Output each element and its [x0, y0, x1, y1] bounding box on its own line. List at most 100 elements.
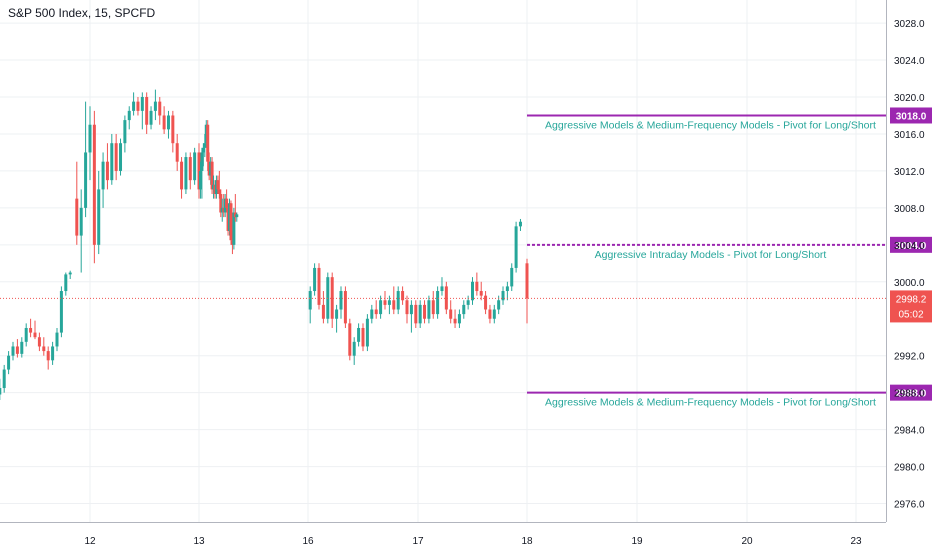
candle[interactable] — [352, 337, 356, 365]
candle[interactable] — [339, 286, 343, 319]
candle[interactable] — [457, 309, 461, 328]
candle[interactable] — [308, 286, 312, 324]
candle[interactable] — [88, 106, 92, 181]
candle[interactable] — [123, 115, 127, 153]
candle[interactable] — [64, 272, 68, 296]
candle[interactable] — [501, 286, 505, 305]
candle[interactable] — [166, 110, 170, 139]
candle[interactable] — [383, 291, 387, 310]
candle[interactable] — [55, 327, 59, 352]
candle[interactable] — [46, 346, 50, 370]
candle[interactable] — [471, 277, 474, 305]
candle[interactable] — [140, 92, 144, 130]
candle[interactable] — [200, 147, 204, 199]
candle[interactable] — [423, 300, 427, 324]
candle[interactable] — [317, 263, 321, 310]
candle[interactable] — [401, 286, 405, 305]
candle[interactable] — [119, 138, 123, 176]
candle[interactable] — [171, 110, 175, 153]
candle[interactable] — [193, 147, 197, 185]
candle[interactable] — [105, 143, 109, 190]
candle[interactable] — [335, 304, 339, 333]
candle[interactable] — [97, 170, 101, 255]
candle[interactable] — [162, 106, 166, 134]
candle[interactable] — [15, 339, 19, 358]
candle[interactable] — [492, 304, 496, 324]
candle[interactable] — [51, 341, 55, 365]
candle[interactable] — [387, 295, 391, 315]
candle[interactable] — [110, 133, 114, 185]
candle[interactable] — [92, 110, 96, 264]
candle[interactable] — [7, 351, 11, 375]
candle[interactable] — [475, 272, 479, 296]
candle[interactable] — [365, 314, 369, 352]
candle[interactable] — [24, 323, 28, 347]
candle[interactable] — [414, 300, 418, 328]
candle[interactable] — [374, 300, 378, 319]
candle[interactable] — [132, 92, 136, 116]
candle[interactable] — [518, 218, 522, 231]
candle[interactable] — [136, 97, 140, 116]
candle[interactable] — [392, 286, 396, 315]
pivot-level[interactable]: 3004.0 Aggressive Intraday Models - Pivot… — [527, 236, 932, 261]
candle[interactable] — [427, 295, 431, 324]
candle[interactable] — [348, 318, 352, 361]
candle[interactable] — [59, 286, 63, 338]
candle[interactable] — [235, 212, 239, 222]
pivot-level[interactable]: 3018.0 Aggressive Models & Medium-Frequen… — [527, 107, 932, 131]
candle[interactable] — [453, 309, 457, 328]
candle[interactable] — [75, 161, 79, 245]
candle[interactable] — [444, 281, 448, 315]
candle[interactable] — [330, 272, 334, 328]
candle[interactable] — [357, 323, 361, 347]
candle[interactable] — [37, 332, 41, 352]
candle[interactable] — [145, 92, 149, 134]
candle[interactable] — [405, 295, 409, 324]
candle[interactable] — [449, 300, 453, 324]
candle[interactable] — [321, 291, 325, 324]
candle[interactable] — [20, 337, 24, 358]
candle[interactable] — [510, 263, 514, 292]
candle[interactable] — [514, 221, 518, 273]
candle[interactable] — [418, 300, 422, 328]
candle[interactable] — [42, 337, 46, 356]
candle[interactable] — [479, 281, 483, 301]
candle[interactable] — [431, 291, 435, 319]
candle[interactable] — [313, 263, 317, 296]
candle[interactable] — [127, 106, 131, 130]
candle[interactable] — [2, 364, 6, 393]
candle[interactable] — [68, 270, 72, 280]
pivot-level[interactable]: 2988.0 Aggressive Models & Medium-Frequen… — [527, 384, 932, 409]
candle[interactable] — [114, 133, 118, 181]
candle[interactable] — [525, 258, 529, 324]
candle[interactable] — [396, 286, 400, 315]
candle[interactable] — [229, 200, 233, 245]
candle[interactable] — [180, 157, 184, 199]
candle[interactable] — [440, 277, 444, 296]
candle[interactable] — [33, 320, 37, 340]
candle[interactable] — [361, 323, 365, 352]
candle[interactable] — [149, 106, 153, 130]
candle[interactable] — [343, 286, 347, 328]
candle[interactable] — [175, 133, 179, 171]
candle[interactable] — [488, 304, 492, 324]
candle[interactable] — [505, 281, 509, 301]
candle[interactable] — [484, 291, 488, 315]
candle[interactable] — [184, 152, 188, 195]
candle[interactable] — [29, 318, 33, 338]
candle[interactable] — [436, 286, 440, 319]
candle[interactable] — [79, 189, 83, 273]
candle[interactable] — [188, 152, 192, 190]
candle[interactable] — [11, 341, 15, 361]
candle[interactable] — [379, 295, 383, 319]
candle[interactable] — [158, 97, 162, 125]
candle[interactable] — [409, 300, 413, 333]
candle[interactable] — [101, 152, 105, 208]
candle[interactable] — [370, 304, 374, 324]
candle[interactable] — [462, 300, 466, 319]
candle[interactable] — [84, 101, 88, 218]
candle[interactable] — [153, 89, 157, 121]
candle[interactable] — [0, 378, 2, 401]
